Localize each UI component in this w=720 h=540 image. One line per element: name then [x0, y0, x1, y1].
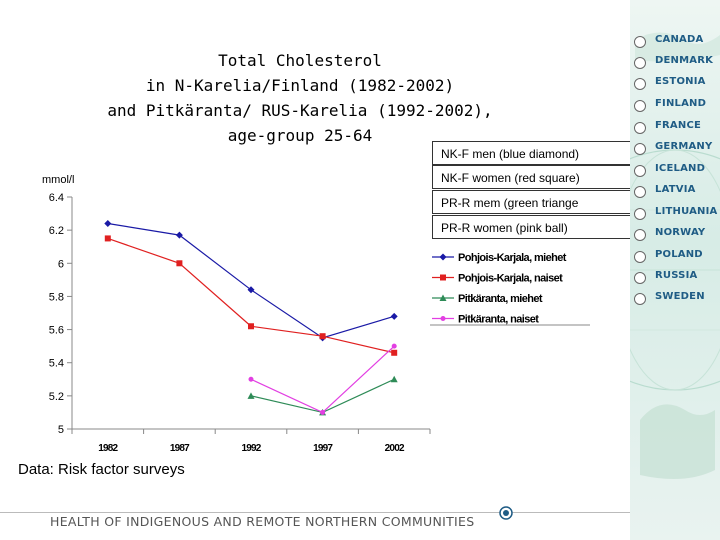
y-tick-label: 6.2	[49, 225, 64, 237]
legend-label-4: Pitkäranta, naiset	[458, 314, 539, 326]
y-axis-unit-label: mmol/l	[42, 174, 74, 186]
country-label: FINLAND	[655, 98, 707, 109]
country-label: LATVIA	[655, 184, 696, 195]
country-bullet-icon	[634, 100, 646, 112]
country-item-norway[interactable]: NORWAY	[634, 225, 720, 245]
country-sidebar: CANADA DENMARK ESTONIA FINLAND FRANCE GERMANY…	[630, 0, 720, 540]
data-point-series-4	[391, 343, 397, 349]
x-tick-label: 1987	[170, 443, 190, 454]
legend-label-2: Pohjois-Karjala, naiset	[458, 273, 563, 285]
legend-label-3: Pitkäranta, miehet	[458, 293, 543, 305]
footer-divider	[0, 512, 630, 513]
country-bullet-icon	[634, 251, 646, 263]
note-prr-women: PR-R women (pink ball)	[432, 215, 632, 239]
footer-text: HEALTH OF INDIGENOUS AND REMOTE NORTHERN…	[50, 514, 475, 529]
title-line-3: and Pitkäranta/ RUS-Karelia (1992-2002),	[107, 101, 493, 120]
data-point-series-3	[390, 375, 398, 383]
country-bullet-icon	[634, 36, 646, 48]
country-bullet-icon	[634, 122, 646, 134]
y-tick-label: 5.2	[49, 391, 64, 403]
country-item-france[interactable]: FRANCE	[634, 118, 720, 138]
note-prr-men: PR-R mem (green triange	[432, 190, 632, 214]
country-item-germany[interactable]: GERMANY	[634, 139, 720, 159]
country-label: ICELAND	[655, 163, 706, 174]
x-tick-label: 1982	[98, 443, 118, 454]
country-item-latvia[interactable]: LATVIA	[634, 182, 720, 202]
y-tick-label: 6.4	[49, 192, 64, 204]
country-label: CANADA	[655, 34, 704, 45]
data-point-series-1	[104, 220, 112, 228]
country-bullet-icon	[634, 272, 646, 284]
country-label: ESTONIA	[655, 76, 706, 87]
country-bullet-icon	[634, 78, 646, 90]
chart-title: Total Cholesterol in N-Karelia/Finland (…	[100, 48, 500, 148]
country-item-sweden[interactable]: SWEDEN	[634, 289, 720, 309]
country-label: LITHUANIA	[655, 206, 718, 217]
data-point-series-2	[104, 235, 111, 242]
x-tick-label: 2002	[385, 443, 405, 454]
data-point-series-1	[390, 312, 398, 320]
country-label: DENMARK	[655, 55, 714, 66]
country-bullet-icon	[634, 208, 646, 220]
y-tick-label: 5.6	[49, 325, 64, 337]
country-label: GERMANY	[655, 141, 713, 152]
data-point-series-3	[247, 392, 255, 399]
country-item-poland[interactable]: POLAND	[634, 247, 720, 267]
country-label: SWEDEN	[655, 291, 705, 302]
data-point-series-1	[175, 231, 183, 239]
title-line-4: age-group 25-64	[227, 126, 373, 145]
legend-marker-4	[440, 316, 446, 321]
cholesterol-line-chart: mmol/l 6.4 6.2 6 5.8 5.6 5.4 5.2 5 1982 1987 1992 19…	[42, 174, 590, 454]
data-point-series-2	[391, 349, 398, 356]
data-point-series-1	[247, 286, 255, 294]
country-bullet-icon	[634, 57, 646, 69]
legend-marker-3	[439, 294, 447, 301]
country-item-denmark[interactable]: DENMARK	[634, 53, 720, 73]
y-tick-label: 6	[58, 258, 64, 270]
country-item-iceland[interactable]: ICELAND	[634, 161, 720, 181]
globe-graphic	[630, 32, 720, 479]
country-label: POLAND	[655, 249, 703, 260]
country-bullet-icon	[634, 143, 646, 155]
target-icon	[499, 506, 513, 520]
legend-marker-2	[440, 274, 446, 281]
country-label: NORWAY	[655, 227, 706, 238]
country-label: RUSSIA	[655, 270, 698, 281]
data-point-series-4	[248, 376, 254, 382]
country-item-lithuania[interactable]: LITHUANIA	[634, 204, 720, 224]
legend-label-1: Pohjois-Karjala, miehet	[458, 252, 567, 264]
country-item-finland[interactable]: FINLAND	[634, 96, 720, 116]
country-bullet-icon	[634, 186, 646, 198]
country-bullet-icon	[634, 229, 646, 241]
series-line-3	[250, 378, 395, 414]
y-tick-label: 5	[58, 424, 64, 436]
note-nkf-men: NK-F men (blue diamond)	[432, 141, 632, 165]
data-point-series-4	[320, 409, 326, 415]
y-tick-label: 5.4	[49, 358, 64, 370]
note-nkf-women: NK-F women (red square)	[432, 165, 632, 189]
y-tick-label: 5.8	[49, 291, 64, 303]
title-line-1: Total Cholesterol	[218, 51, 382, 70]
series-line-4	[250, 345, 395, 414]
data-point-series-2	[319, 333, 326, 340]
country-item-russia[interactable]: RUSSIA	[634, 268, 720, 288]
series-line-1	[107, 222, 395, 339]
country-label: FRANCE	[655, 120, 702, 131]
title-line-2: in N-Karelia/Finland (1982-2002)	[145, 76, 455, 95]
country-item-estonia[interactable]: ESTONIA	[634, 74, 720, 94]
data-point-series-2	[248, 323, 254, 330]
legend-marker-1	[439, 253, 447, 261]
x-tick-label: 1992	[241, 443, 261, 454]
country-item-canada[interactable]: CANADA	[634, 32, 720, 52]
data-point-series-2	[176, 260, 183, 267]
country-bullet-icon	[634, 293, 646, 305]
country-bullet-icon	[634, 165, 646, 177]
series-line-2	[107, 237, 395, 354]
x-tick-label: 1997	[313, 443, 333, 454]
data-source-note: Data: Risk factor surveys	[18, 461, 185, 478]
